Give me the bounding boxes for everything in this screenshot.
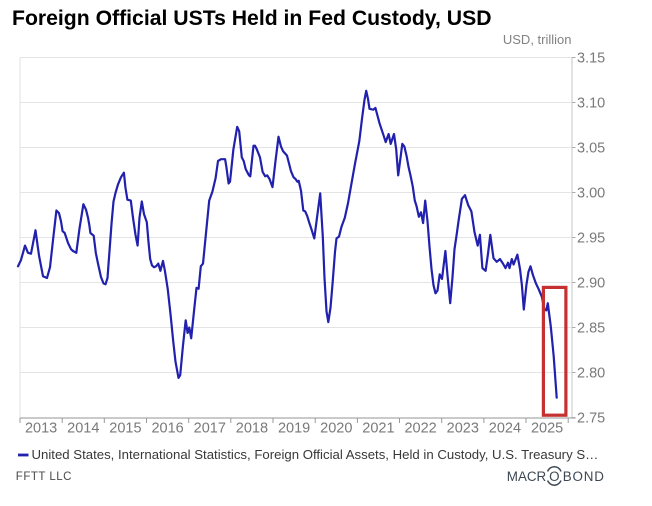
svg-text:3.10: 3.10 — [577, 96, 605, 112]
svg-text:2024: 2024 — [489, 421, 521, 437]
svg-text:2022: 2022 — [404, 421, 436, 437]
svg-text:MACR: MACR — [507, 469, 547, 484]
svg-text:2013: 2013 — [25, 421, 57, 437]
svg-text:Foreign Official USTs Held in: Foreign Official USTs Held in Fed Custod… — [12, 7, 492, 30]
svg-text:2019: 2019 — [278, 421, 310, 437]
svg-text:2020: 2020 — [320, 421, 352, 437]
svg-text:BOND: BOND — [563, 469, 605, 484]
svg-text:2018: 2018 — [236, 421, 268, 437]
svg-text:2015: 2015 — [109, 421, 141, 437]
svg-text:O: O — [549, 469, 559, 484]
svg-text:2014: 2014 — [67, 421, 99, 437]
svg-text:FFTT LLC: FFTT LLC — [16, 471, 72, 483]
svg-text:3.05: 3.05 — [577, 141, 605, 157]
svg-text:USD, trillion: USD, trillion — [503, 32, 572, 47]
svg-text:2.75: 2.75 — [577, 411, 605, 427]
svg-text:2017: 2017 — [194, 421, 226, 437]
svg-text:2021: 2021 — [362, 421, 394, 437]
svg-text:3.00: 3.00 — [577, 186, 605, 202]
svg-text:2.85: 2.85 — [577, 321, 605, 337]
svg-text:2016: 2016 — [151, 421, 183, 437]
svg-text:2025: 2025 — [531, 421, 563, 437]
svg-text:2.90: 2.90 — [577, 276, 605, 292]
svg-text:2.95: 2.95 — [577, 231, 605, 247]
svg-text:2023: 2023 — [447, 421, 479, 437]
svg-text:2.80: 2.80 — [577, 366, 605, 382]
svg-text:3.15: 3.15 — [577, 51, 605, 67]
svg-text:United States, International S: United States, International Statistics,… — [32, 447, 599, 462]
